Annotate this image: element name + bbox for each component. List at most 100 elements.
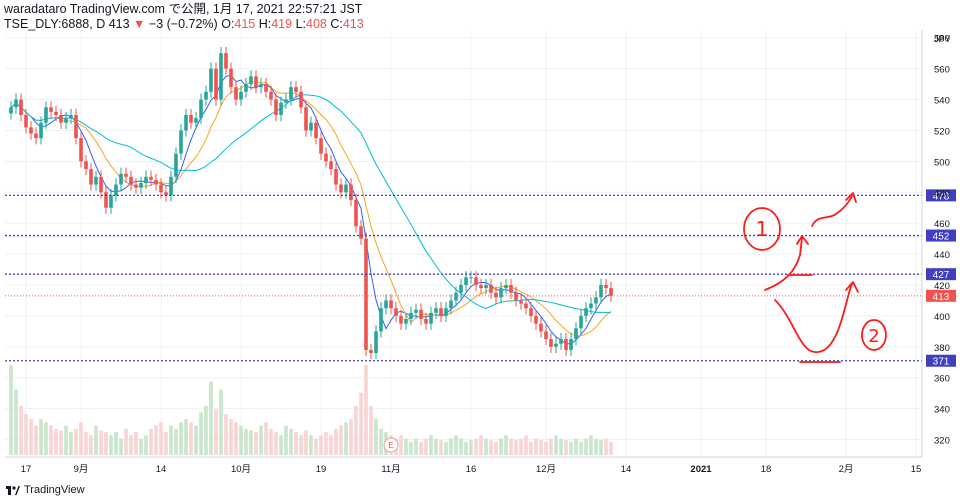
candle-body: [134, 184, 138, 188]
y-tick-label: 500: [934, 157, 950, 168]
candle-body: [404, 319, 408, 324]
volume-bar: [89, 435, 93, 455]
annotation-arrowhead: [845, 281, 859, 293]
volume-bar: [419, 441, 423, 455]
y-tick-label: 440: [934, 250, 950, 261]
candle-body: [74, 115, 78, 139]
candle-body: [424, 319, 428, 324]
low-label: L:: [295, 17, 307, 31]
candle-body: [294, 87, 298, 92]
chart-header: waradataro TradingView.com で公開, 1月 17, 2…: [4, 2, 364, 32]
volume-bar: [229, 419, 233, 455]
level-label-box: [926, 229, 956, 242]
candle-body: [29, 127, 33, 134]
volume-bar: [334, 428, 338, 455]
volume-bar: [119, 438, 123, 455]
candle-body: [369, 349, 373, 353]
volume-bar: [549, 438, 553, 455]
price-chart[interactable]: 478 452 427 371 413 320 340 360 380 400 420 440 460 4…: [0, 0, 960, 480]
candle-body: [604, 285, 608, 289]
volume-bar: [259, 425, 263, 455]
candle-body: [474, 277, 478, 285]
volume-bar: [154, 425, 158, 455]
volume-bar: [269, 428, 273, 455]
candle-body: [364, 238, 368, 350]
candle-body: [524, 303, 528, 309]
x-tick-label: 18: [761, 464, 772, 475]
volume-bar: [574, 438, 578, 455]
volume-bar: [529, 441, 533, 455]
candle-body: [399, 315, 403, 324]
candle-body: [349, 184, 353, 200]
x-tick-label: 14: [156, 464, 167, 475]
volume-bar: [559, 438, 563, 455]
level-label-box: [926, 268, 956, 281]
candle-body: [419, 309, 423, 319]
candle-body: [379, 308, 383, 332]
annotation-arrow-up: [764, 237, 803, 291]
volume-bar: [494, 441, 498, 455]
moving-average-line: [10, 94, 612, 314]
candle-body: [279, 102, 283, 115]
volume-bar: [374, 419, 378, 455]
volume-bar: [59, 430, 63, 455]
candle-body: [114, 184, 118, 196]
candle-body: [169, 176, 173, 196]
annotation-arrow-swing: [774, 283, 853, 353]
candle-body: [314, 122, 318, 139]
candle-body: [329, 161, 333, 170]
annotation-arrow-up: [811, 195, 853, 227]
volume-bar: [539, 440, 543, 455]
candle-body: [149, 176, 153, 180]
candle-body: [54, 111, 58, 115]
candle-body: [484, 285, 488, 289]
volume-bar: [609, 441, 613, 455]
candle-body: [209, 68, 213, 92]
volume-bar: [14, 389, 18, 455]
volume-bar: [149, 428, 153, 455]
candle-body: [449, 300, 453, 309]
candle-body: [234, 87, 238, 100]
volume-bar: [409, 441, 413, 455]
close-label: C:: [330, 17, 343, 31]
level-label: 452: [933, 232, 950, 243]
x-tick-label: 11月: [381, 464, 400, 475]
annotation-label: 1: [756, 217, 769, 241]
volume-bar: [99, 430, 103, 455]
candle-body: [534, 315, 538, 324]
y-tick-label: 520: [934, 126, 950, 137]
candle-body: [494, 292, 498, 298]
volume-bar: [354, 405, 358, 455]
volume-bar: [214, 409, 218, 455]
y-tick-label: 460: [934, 219, 950, 230]
candle-body: [259, 84, 263, 88]
volume-bar: [534, 438, 538, 455]
y-tick-label: 400: [934, 312, 950, 323]
candle-body: [394, 308, 398, 316]
candle-body: [574, 328, 578, 340]
volume-bar: [194, 425, 198, 455]
volume-bar: [264, 422, 268, 455]
x-tick-label: 2月: [839, 464, 854, 475]
volume-bar: [159, 422, 163, 455]
volume-bar: [19, 405, 23, 455]
volume-bar: [404, 438, 408, 455]
x-tick-label: 17: [21, 464, 32, 475]
candle-body: [154, 179, 158, 185]
y-tick-label: 320: [934, 436, 950, 447]
candle-body: [99, 176, 103, 193]
volume-bar: [554, 435, 558, 455]
volume-bar: [284, 425, 288, 455]
volume-bar: [294, 432, 298, 455]
last-price-label: 413: [933, 292, 950, 303]
volume-bar: [434, 438, 438, 455]
volume-bar: [604, 438, 608, 455]
candle-body: [224, 53, 228, 69]
volume-bar: [304, 430, 308, 455]
y-tick-label: 360: [934, 374, 950, 385]
volume-bar: [234, 422, 238, 455]
candle-body: [454, 292, 458, 301]
close-value: 413: [342, 17, 364, 31]
volume-bar: [209, 381, 213, 455]
down-arrow-icon: ▼: [133, 17, 146, 31]
